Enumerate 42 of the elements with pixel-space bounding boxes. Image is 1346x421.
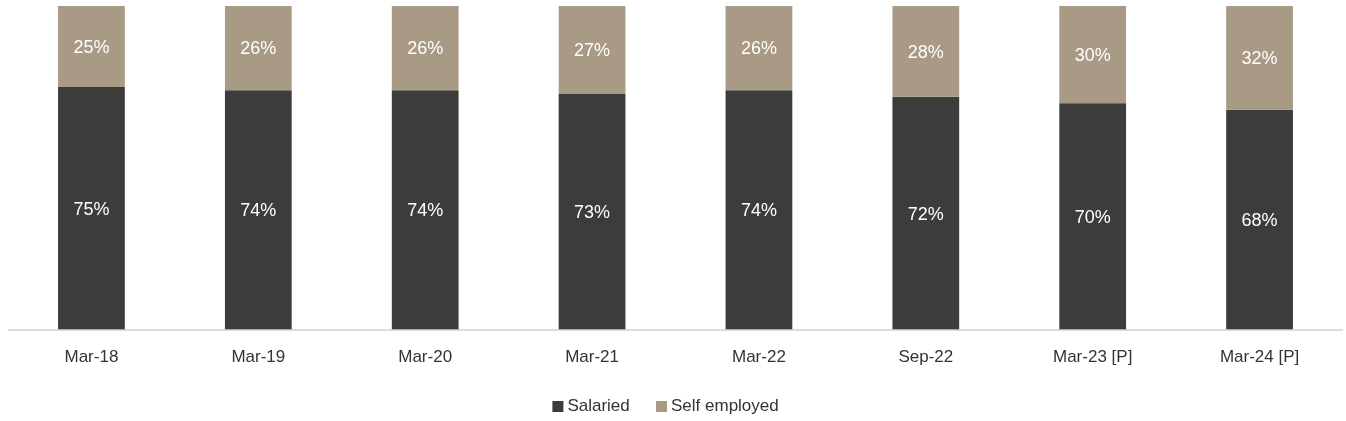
bar <box>1226 6 1293 110</box>
x-tick-label: Mar-20 <box>398 347 453 366</box>
data-label: 27% <box>574 40 611 61</box>
x-tick-label: Mar-24 [P] <box>1219 347 1300 366</box>
x-tick-label: Sep-22 <box>898 347 954 366</box>
bar <box>224 6 292 91</box>
bar <box>892 96 960 330</box>
bar <box>58 87 125 330</box>
x-tick-label: Mar-18 <box>64 347 119 366</box>
data-label: 75% <box>73 198 110 219</box>
x-tick-label: Mar-19 <box>231 347 286 366</box>
data-label: 25% <box>73 36 110 57</box>
bar <box>391 90 459 330</box>
legend-label: Salaried <box>567 396 630 415</box>
data-label: 30% <box>1074 44 1111 65</box>
data-label: 68% <box>1241 210 1278 231</box>
data-label: 32% <box>1241 48 1278 69</box>
bar <box>725 90 793 330</box>
bar <box>725 6 793 91</box>
x-tick-label: Mar-21 <box>565 347 619 366</box>
legend-label: Self employed <box>671 396 779 415</box>
data-label: 74% <box>240 200 277 221</box>
data-label: 28% <box>907 41 944 62</box>
data-label: 26% <box>240 38 277 59</box>
bar <box>1059 6 1127 104</box>
data-label: 74% <box>740 200 777 221</box>
bar <box>1226 109 1293 330</box>
bar <box>391 6 459 91</box>
bar <box>224 90 292 330</box>
x-tick-label: Mar-23 [P] <box>1053 347 1133 366</box>
data-label: 70% <box>1074 206 1111 227</box>
data-label: 74% <box>407 200 444 221</box>
bar <box>58 6 125 87</box>
data-label: 73% <box>574 202 611 223</box>
bar <box>558 6 626 94</box>
bar <box>1059 103 1127 330</box>
data-label: 26% <box>740 38 777 59</box>
bar <box>892 6 960 97</box>
data-label: 72% <box>907 203 944 224</box>
bar <box>558 93 626 330</box>
data-label: 26% <box>407 38 444 59</box>
x-tick-label: Mar-22 <box>732 347 786 366</box>
